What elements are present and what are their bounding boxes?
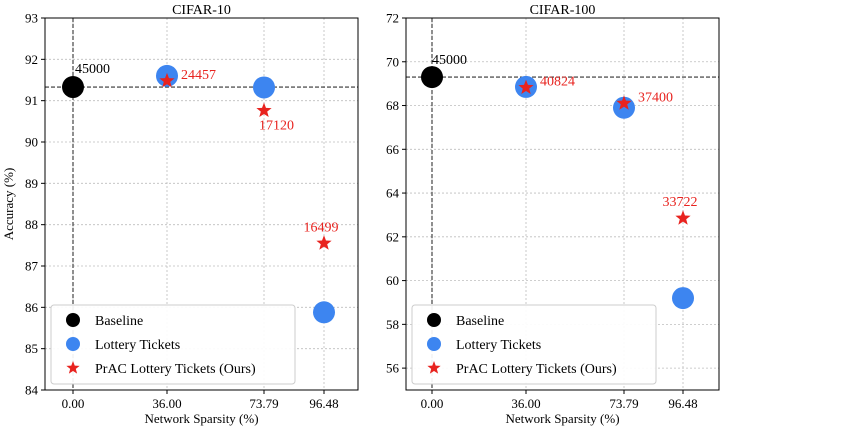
y-tick-label: 56 [386,361,400,376]
y-tick-label: 58 [386,317,399,332]
y-tick-label: 64 [386,186,400,201]
y-tick-label: 87 [25,259,39,274]
x-tick-label: 73.79 [609,396,638,411]
x-axis-label: Network Sparsity (%) [144,411,258,426]
prac-star-point [518,79,534,95]
baseline-point [421,66,443,89]
legend: Baseline Lottery Tickets PrAC Lottery Tick… [411,304,657,385]
x-tick-label: 0.00 [62,396,85,411]
data-marks [62,64,335,324]
chart-title: CIFAR-10 [172,3,231,18]
y-tick-label: 89 [25,176,38,191]
x-tick-label: 96.48 [668,396,697,411]
y-tick-label: 92 [25,52,38,67]
y-tick-label: 60 [386,273,399,288]
chart-cifar100: 45000 40824 37400 33722 Baseline Lottery Tic… [386,3,720,426]
prac-star-point [159,72,175,88]
x-tick-label: 96.48 [309,396,338,411]
legend-entry-label: Baseline [95,314,143,329]
baseline-point [62,76,84,99]
point-label: 24457 [181,68,216,83]
x-axis-label: Network Sparsity (%) [505,411,619,426]
legend-star-icon [66,361,80,374]
prac-star-point [316,235,332,250]
legend-entry-label: PrAC Lottery Tickets (Ours) [95,362,256,377]
y-tick-label: 72 [386,11,399,26]
legend-star-icon [427,361,441,374]
point-label: 45000 [75,62,110,77]
chart-title: CIFAR-100 [530,3,596,18]
y-tick-label: 86 [25,300,39,315]
x-tick-label: 36.00 [152,396,181,411]
point-label: 33722 [663,195,698,210]
legend-entry-label: Baseline [456,314,504,329]
y-tick-labels: 84 85 86 87 88 89 90 91 92 93 [25,11,45,398]
plot-frame [405,17,720,391]
x-tick-label: 36.00 [511,396,540,411]
chart-cifar10: 45000 24457 17120 16499 Baseline Lottery Tic… [1,3,359,426]
prac-star-point [256,102,272,118]
lottery-point [313,301,335,324]
point-labels: 45000 24457 17120 16499 [75,62,339,235]
y-tick-label: 91 [25,93,38,108]
legend-box [411,304,657,385]
legend: Baseline Lottery Tickets PrAC Lottery Tick… [50,304,296,385]
y-tick-labels: 56 58 60 62 64 66 68 70 72 [386,11,406,376]
legend-entry-label: PrAC Lottery Tickets (Ours) [456,362,617,377]
lottery-point [253,76,275,99]
point-label: 16499 [304,220,339,235]
y-tick-label: 88 [25,217,38,232]
data-marks [421,66,694,310]
legend-baseline-icon [66,313,80,327]
y-tick-label: 90 [25,135,38,150]
y-tick-label: 84 [25,383,39,398]
y-tick-label: 70 [386,54,399,69]
x-tick-label: 0.00 [421,396,444,411]
legend-entry-label: Lottery Tickets [95,338,180,353]
prac-star-point [616,95,632,110]
x-tick-labels: 0.00 36.00 73.79 96.48 [421,390,698,411]
plot-frame [44,17,359,391]
y-tick-label: 93 [25,11,38,26]
legend-lottery-icon [66,337,80,351]
y-tick-label: 68 [386,98,399,113]
x-tick-label: 73.79 [249,396,278,411]
y-tick-label: 66 [386,142,400,157]
y-tick-label: 85 [25,341,38,356]
y-axis-label: Accuracy (%) [1,168,16,241]
x-tick-labels: 0.00 36.00 73.79 96.48 [62,390,339,411]
point-labels: 45000 40824 37400 33722 [432,53,698,210]
point-label: 37400 [638,90,673,105]
legend-baseline-icon [427,313,441,327]
point-label: 45000 [432,53,467,68]
legend-box [50,304,296,385]
point-label: 17120 [259,119,294,134]
point-label: 40824 [540,75,575,90]
legend-lottery-icon [427,337,441,351]
legend-entry-label: Lottery Tickets [456,338,541,353]
lottery-point [672,287,694,310]
prac-star-point [675,210,691,225]
y-tick-label: 62 [386,229,399,244]
